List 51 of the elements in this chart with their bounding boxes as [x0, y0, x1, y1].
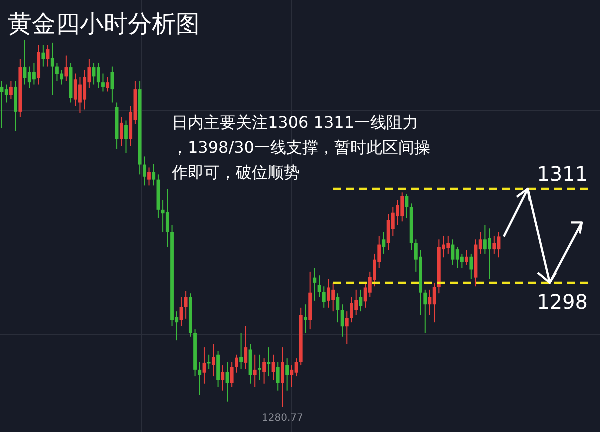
- candlestick: [258, 354, 262, 381]
- annotation: 1280.77: [262, 413, 304, 424]
- candlestick: [50, 42, 54, 96]
- candlestick: [96, 62, 100, 89]
- candlestick: [234, 354, 238, 374]
- candlestick: [152, 164, 156, 186]
- candlestick: [207, 354, 211, 370]
- candlestick: [240, 332, 243, 370]
- candlestick: [198, 362, 202, 396]
- text: 1311: [537, 162, 588, 186]
- chart-title: 黄金四小时分析图: [8, 10, 200, 38]
- candlestick: [345, 311, 349, 345]
- candlestick: [276, 362, 280, 392]
- candlestick: [304, 304, 308, 334]
- candlestick: [313, 268, 317, 302]
- candlestick: [253, 354, 257, 388]
- candlestick: [142, 156, 146, 186]
- candlestick: [244, 326, 248, 370]
- candlestick: [166, 188, 170, 248]
- candlestick: [42, 44, 46, 68]
- candlestick: [492, 235, 496, 254]
- candlestick: [120, 116, 124, 147]
- candlestick: [470, 253, 474, 280]
- candlestick: [4, 84, 8, 104]
- candlestick: [290, 365, 294, 388]
- candlestick: [465, 250, 468, 266]
- candlestick: [110, 66, 114, 104]
- candlestick: [286, 358, 290, 392]
- candlestick: [281, 347, 284, 408]
- candlestick: [460, 253, 464, 269]
- candlestick: [124, 120, 128, 154]
- candlestick: [102, 73, 105, 92]
- candlestick: [262, 358, 266, 384]
- candlestick: [106, 76, 110, 92]
- candlestick: [336, 293, 340, 324]
- candlestick: [432, 282, 436, 324]
- text: 1298: [537, 290, 588, 314]
- candlestick: [10, 80, 13, 100]
- candlestick: [424, 289, 428, 334]
- candlestick: [180, 296, 184, 327]
- candlestick: [322, 286, 326, 308]
- candlestick: [64, 55, 68, 82]
- candlestick: [382, 232, 386, 254]
- candlestick: [230, 362, 234, 388]
- candlestick: [148, 167, 151, 186]
- candlestick: [212, 344, 216, 378]
- candlestick: [267, 347, 271, 378]
- candlestick: [184, 290, 188, 320]
- annotation: 日内主要关注1306 1311一线阻力，1398/30一线支撑，暂时此区间操作即可，破位顺势: [171, 113, 430, 182]
- candlestick: [359, 289, 363, 312]
- candlestick: [221, 365, 225, 392]
